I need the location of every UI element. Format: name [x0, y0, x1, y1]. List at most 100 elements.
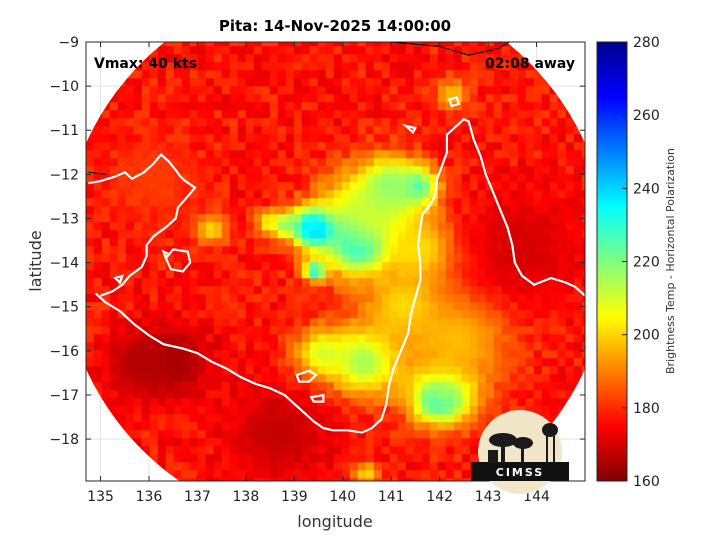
- swath-cell: [349, 398, 359, 407]
- swath-cell: [517, 278, 527, 287]
- swath-cell: [373, 62, 383, 71]
- swath-cell: [533, 142, 543, 151]
- swath-cell: [261, 126, 271, 135]
- swath-cell: [157, 54, 167, 63]
- swath-cell: [421, 42, 431, 47]
- swath-cell: [549, 398, 559, 407]
- swath-cell: [429, 254, 439, 263]
- swath-cell: [101, 206, 111, 215]
- swath-cell: [517, 334, 527, 343]
- swath-cell: [213, 70, 223, 79]
- swath-cell: [293, 166, 303, 175]
- swath-cell: [565, 126, 575, 135]
- swath-cell: [277, 174, 287, 183]
- swath-cell: [461, 342, 471, 351]
- swath-cell: [261, 350, 271, 359]
- swath-cell: [173, 270, 183, 279]
- swath-cell: [341, 174, 351, 183]
- swath-cell: [229, 334, 239, 343]
- swath-cell: [309, 158, 319, 167]
- swath-cell: [389, 326, 399, 335]
- swath-cell: [413, 174, 423, 183]
- swath-cell: [229, 310, 239, 319]
- swath-cell: [397, 246, 407, 255]
- swath-cell: [333, 102, 343, 111]
- swath-cell: [86, 150, 95, 159]
- swath-cell: [237, 54, 247, 63]
- swath-cell: [397, 334, 407, 343]
- swath-cell: [341, 398, 351, 407]
- swath-cell: [341, 214, 351, 223]
- swath-cell: [62, 230, 71, 239]
- swath-cell: [110, 30, 119, 39]
- swath-cell: [357, 238, 367, 247]
- swath-cell: [525, 134, 535, 143]
- swath-cell: [389, 42, 399, 47]
- swath-cell: [213, 318, 223, 327]
- swath-cell: [469, 374, 479, 383]
- swath-cell: [590, 502, 599, 511]
- swath-cell: [149, 126, 159, 135]
- swath-cell: [582, 518, 591, 527]
- swath-cell: [341, 158, 351, 167]
- swath-cell: [173, 86, 183, 95]
- swath-cell: [541, 222, 551, 231]
- swath-cell: [126, 494, 135, 503]
- swath-cell: [301, 302, 311, 311]
- swath-cell: [205, 42, 215, 47]
- swath-cell: [421, 294, 431, 303]
- swath-cell: [389, 350, 399, 359]
- swath-cell: [269, 270, 279, 279]
- swath-cell: [517, 318, 527, 327]
- swath-cell: [221, 398, 231, 407]
- swath-cell: [261, 414, 271, 423]
- swath-cell: [421, 358, 431, 367]
- swath-cell: [157, 406, 167, 415]
- swath-cell: [430, 526, 439, 535]
- swath-cell: [62, 22, 71, 31]
- swath-cell: [181, 198, 191, 207]
- swath-cell: [293, 350, 303, 359]
- swath-cell: [461, 190, 471, 199]
- swath-cell: [293, 118, 303, 127]
- swath-cell: [293, 310, 303, 319]
- swath-cell: [165, 254, 175, 263]
- swath-cell: [213, 470, 223, 479]
- swath-cell: [301, 230, 311, 239]
- swath-cell: [453, 318, 463, 327]
- swath-cell: [86, 270, 87, 279]
- swath-cell: [405, 54, 415, 63]
- swath-cell: [93, 358, 103, 367]
- swath-cell: [141, 390, 151, 399]
- swath-cell: [157, 110, 167, 119]
- swath-cell: [461, 86, 471, 95]
- swath-cell: [509, 374, 519, 383]
- swath-cell: [469, 198, 479, 207]
- swath-cell: [542, 510, 551, 518]
- swath-cell: [469, 214, 479, 223]
- swath-cell: [357, 470, 367, 479]
- swath-cell: [381, 334, 391, 343]
- swath-cell: [70, 326, 79, 335]
- swath-cell: [445, 54, 455, 63]
- swath-cell: [341, 406, 351, 415]
- swath-cell: [166, 0, 175, 7]
- swath-cell: [373, 462, 383, 471]
- swath-cell: [285, 294, 295, 303]
- swath-cell: [389, 382, 399, 391]
- swath-cell: [357, 350, 367, 359]
- swath-cell: [149, 134, 159, 143]
- swath-cell: [477, 190, 487, 199]
- swath-cell: [493, 358, 503, 367]
- swath-cell: [485, 302, 495, 311]
- swath-cell: [557, 270, 567, 279]
- cimss-logo-text: CIMSS: [496, 466, 544, 479]
- swath-cell: [133, 118, 143, 127]
- swath-cell: [341, 334, 351, 343]
- swath-cell: [581, 238, 585, 247]
- swath-cell: [469, 110, 479, 119]
- swath-cell: [534, 0, 543, 7]
- swath-cell: [141, 118, 151, 127]
- swath-cell: [237, 430, 247, 439]
- swath-cell: [461, 446, 471, 455]
